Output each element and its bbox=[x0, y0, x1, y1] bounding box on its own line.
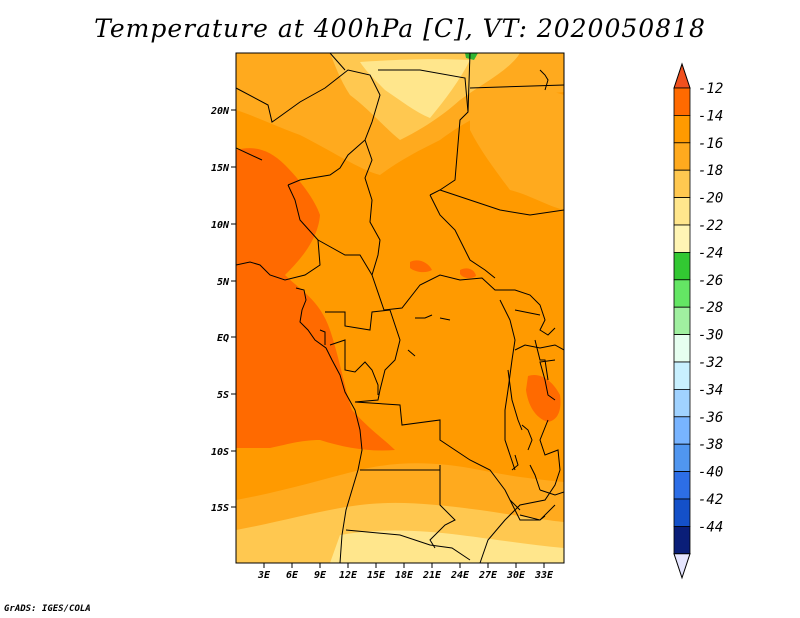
lon-label-6e: 6E bbox=[286, 570, 299, 581]
colorbar-top-arrow bbox=[673, 62, 691, 89]
lat-label-10n: 10N bbox=[211, 220, 230, 231]
lat-label-5s: 5S bbox=[217, 390, 229, 401]
lon-label-33e: 33E bbox=[534, 570, 554, 581]
colorbar-label: -22 bbox=[698, 218, 723, 234]
colorbar-swatch bbox=[673, 443, 691, 473]
region-14-nw bbox=[236, 178, 270, 285]
colorbar-swatch bbox=[673, 416, 691, 445]
colorbar-label: -28 bbox=[698, 300, 723, 316]
colorbar-swatch bbox=[673, 498, 691, 527]
colorbar-label: -24 bbox=[698, 245, 723, 261]
lon-label-3e: 3E bbox=[257, 570, 271, 581]
colorbar-swatch bbox=[673, 197, 691, 226]
colorbar-label: -18 bbox=[698, 163, 723, 179]
colorbar-swatch bbox=[673, 169, 691, 198]
colorbar-label: -12 bbox=[698, 81, 723, 97]
colorbar-swatch bbox=[673, 471, 691, 500]
lon-label-30e: 30E bbox=[506, 570, 526, 581]
lat-axis: 20N 15N 10N 5N EQ 5S 10S 15S bbox=[210, 106, 236, 514]
lon-label-15e: 15E bbox=[367, 570, 386, 581]
colorbar-label: -40 bbox=[698, 465, 723, 481]
colorbar-swatch bbox=[673, 306, 691, 336]
colorbar-label: -36 bbox=[698, 410, 723, 426]
lon-label-18e: 18E bbox=[395, 570, 414, 581]
lon-label-21e: 21E bbox=[422, 570, 442, 581]
region-14-east bbox=[526, 374, 561, 422]
colorbar-label: -44 bbox=[698, 519, 723, 535]
colorbar-label: -14 bbox=[698, 108, 723, 124]
colorbar-swatch bbox=[673, 361, 691, 390]
colorbar-swatch bbox=[673, 87, 691, 116]
grads-credit: GrADS: IGES/COLA bbox=[4, 604, 91, 614]
region-22-south bbox=[330, 530, 564, 563]
colorbar-bottom-arrow bbox=[673, 553, 691, 580]
region-18-ne bbox=[470, 88, 564, 210]
lon-label-27e: 27E bbox=[478, 570, 498, 581]
lon-label-12e: 12E bbox=[339, 570, 358, 581]
colorbar-swatch bbox=[673, 388, 691, 418]
colorbar-swatch bbox=[673, 224, 691, 253]
colorbar-label: -16 bbox=[698, 136, 723, 152]
lat-label-10s: 10S bbox=[211, 447, 229, 458]
colorbar-swatch bbox=[673, 526, 691, 555]
region-green-north bbox=[465, 53, 478, 60]
lat-label-20n: 20N bbox=[210, 106, 230, 117]
colorbar-label: -32 bbox=[698, 355, 723, 371]
colorbar-label: -42 bbox=[698, 492, 723, 508]
colorbar-label: -34 bbox=[698, 382, 723, 398]
lon-label-24e: 24E bbox=[450, 570, 470, 581]
lon-axis: 3E 6E 9E 12E 15E 18E 21E 24E 27E 30E 33E bbox=[257, 563, 554, 581]
country-borders bbox=[236, 53, 564, 563]
region-14-central-b bbox=[460, 268, 476, 279]
colorbar-swatch bbox=[673, 142, 691, 171]
region-14-west bbox=[236, 148, 395, 451]
colorbar: -12 -14 -16 -18 -20 -22 -24 -26 -28 -30 -32 -34 -36 -… bbox=[673, 62, 723, 580]
lat-label-5n: 5N bbox=[217, 277, 230, 288]
colorbar-swatch bbox=[673, 334, 691, 363]
colorbar-label: -38 bbox=[698, 437, 723, 453]
colorbar-label: -20 bbox=[698, 191, 723, 207]
lat-label-eq: EQ bbox=[217, 333, 229, 344]
colorbar-label: -26 bbox=[698, 273, 723, 289]
colorbar-swatch bbox=[673, 251, 691, 281]
region-14-central-a bbox=[410, 260, 432, 273]
map-title: Temperature at 400hPa [C], VT: 202005081… bbox=[94, 14, 706, 43]
lon-label-9e: 9E bbox=[314, 570, 327, 581]
colorbar-swatch bbox=[673, 279, 691, 308]
colorbar-label: -30 bbox=[698, 328, 723, 344]
map-frame bbox=[235, 52, 565, 564]
lat-label-15n: 15N bbox=[211, 163, 230, 174]
colorbar-swatch bbox=[673, 115, 691, 144]
lat-label-15s: 15S bbox=[211, 503, 229, 514]
